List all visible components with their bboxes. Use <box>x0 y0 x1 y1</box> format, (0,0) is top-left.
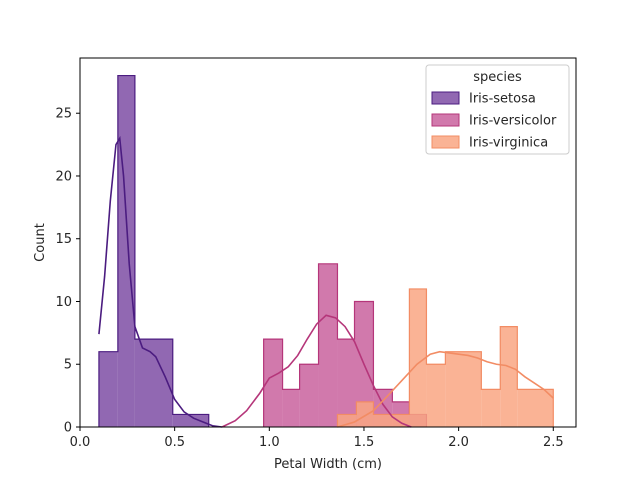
hist-bar <box>134 339 173 427</box>
hist-bar <box>445 351 482 427</box>
x-tick-label: 1.0 <box>259 435 280 450</box>
hist-bar <box>409 288 427 427</box>
hist-bar <box>299 364 319 427</box>
hist-bar <box>500 326 518 427</box>
axes-frame <box>79 57 577 428</box>
y-axis-label: Count <box>33 223 48 262</box>
hist-bar <box>517 389 554 427</box>
y-tick-label: 15 <box>55 232 72 247</box>
legend-items: Iris-setosa Iris-versicolor Iris-virginica <box>431 91 557 151</box>
legend-label: Iris-setosa <box>469 92 536 107</box>
x-ticks: 0.0 0.5 1.0 1.5 2.0 2.5 <box>70 427 564 450</box>
legend-item: Iris-virginica <box>431 135 548 151</box>
hist-bar <box>263 339 283 427</box>
hist-bar <box>356 401 374 427</box>
series-1-bars <box>263 263 428 427</box>
y-tick-label: 5 <box>64 358 72 373</box>
x-tick-label: 0.0 <box>70 435 91 450</box>
legend-item: Iris-versicolor <box>431 113 557 129</box>
hist-bar <box>117 75 135 428</box>
hist-outline <box>336 288 554 427</box>
series-2-bars <box>336 288 554 427</box>
hist-bar <box>426 364 446 427</box>
hist-outline <box>98 74 210 427</box>
hist-bar <box>98 351 118 427</box>
hist-bar <box>318 263 338 427</box>
hist-bar <box>172 414 209 427</box>
x-tick-label: 0.5 <box>164 435 185 450</box>
legend-title: species <box>473 70 522 85</box>
kde-line <box>221 314 412 428</box>
hist-bar <box>282 389 300 427</box>
x-tick-label: 1.5 <box>354 435 375 450</box>
kde-line <box>98 135 223 428</box>
x-tick-label: 2.5 <box>543 435 564 450</box>
y-tick-label: 25 <box>55 107 72 122</box>
y-ticks: 0 5 10 15 20 25 <box>55 107 80 436</box>
x-tick-label: 2.0 <box>448 435 469 450</box>
y-tick-label: 10 <box>55 295 72 310</box>
hist-outline <box>263 263 428 427</box>
kde-layer <box>98 135 554 428</box>
kde-line <box>337 350 554 428</box>
legend-item: Iris-setosa <box>431 91 536 107</box>
legend-label: Iris-virginica <box>469 136 548 151</box>
legend-box <box>425 64 570 155</box>
legend-swatch <box>431 135 460 149</box>
hist-bar <box>337 339 355 427</box>
legend-label: Iris-versicolor <box>469 114 557 129</box>
y-tick-label: 20 <box>55 169 72 184</box>
legend-swatch <box>431 113 460 127</box>
y-tick-label: 0 <box>64 421 72 436</box>
hist-bar <box>481 389 501 427</box>
hist-bar <box>337 414 357 427</box>
legend: species Iris-setosa Iris-versicolor Iris-v… <box>425 64 570 155</box>
legend-swatch <box>431 91 460 105</box>
x-axis-label: Petal Width (cm) <box>274 457 382 472</box>
hist-bar <box>373 414 410 427</box>
